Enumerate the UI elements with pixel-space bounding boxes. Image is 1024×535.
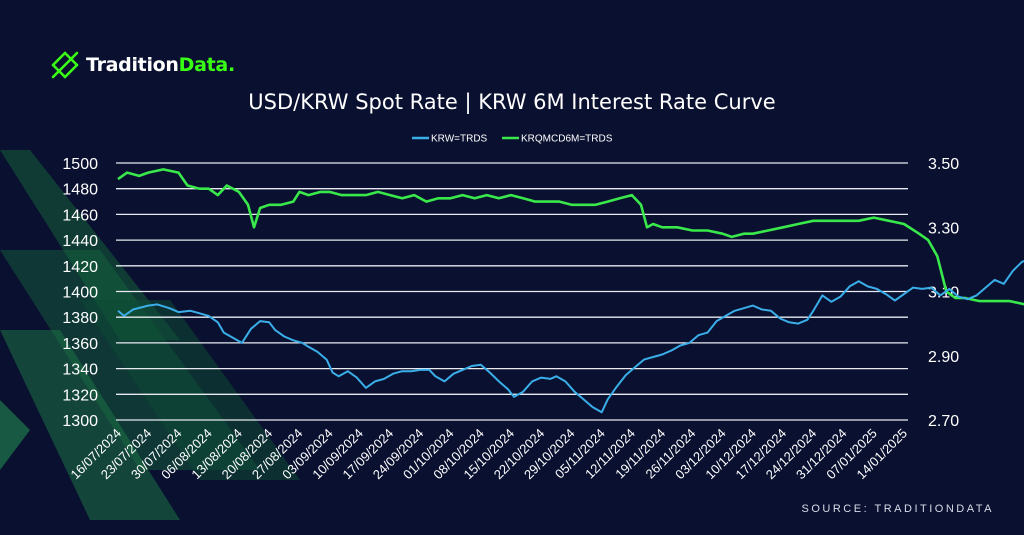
y-left-tick-label: 1380 bbox=[62, 310, 98, 327]
source-label: SOURCE: TRADITIONDATA bbox=[801, 503, 994, 515]
y-left-tick-label: 1360 bbox=[62, 336, 98, 353]
y-left-tick-label: 1400 bbox=[62, 285, 98, 302]
legend-label: KRQMCD6M=TRDS bbox=[521, 134, 613, 145]
y-left-tick-label: 1300 bbox=[62, 413, 98, 430]
y-right-tick-label: 3.30 bbox=[928, 220, 959, 237]
brand-logo: TraditionData. bbox=[50, 50, 235, 80]
series-line-krqmcd6m-trds bbox=[117, 168, 1024, 306]
legend-label: KRW=TRDS bbox=[431, 134, 488, 145]
y-left-tick-label: 1320 bbox=[62, 387, 98, 404]
y-right-tick-label: 2.90 bbox=[928, 349, 959, 366]
y-left-tick-label: 1480 bbox=[62, 182, 98, 199]
tradition-data-logo-icon bbox=[51, 51, 79, 79]
y-right-tick-label: 3.50 bbox=[928, 156, 959, 173]
y-left-tick-label: 1460 bbox=[62, 207, 98, 224]
y-left-tick-label: 1440 bbox=[62, 233, 98, 250]
y-right-tick-label: 2.70 bbox=[928, 413, 959, 430]
y-left-tick-label: 1500 bbox=[62, 156, 98, 173]
y-left-tick-label: 1340 bbox=[62, 362, 98, 379]
brand-name-part2: Data. bbox=[178, 54, 236, 76]
y-left-tick-label: 1420 bbox=[62, 259, 98, 276]
series-line-krw-trds bbox=[117, 259, 1024, 414]
chart-title: USD/KRW Spot Rate | KRW 6M Interest Rate… bbox=[248, 90, 776, 114]
brand-name-part1: Tradition bbox=[86, 54, 179, 76]
